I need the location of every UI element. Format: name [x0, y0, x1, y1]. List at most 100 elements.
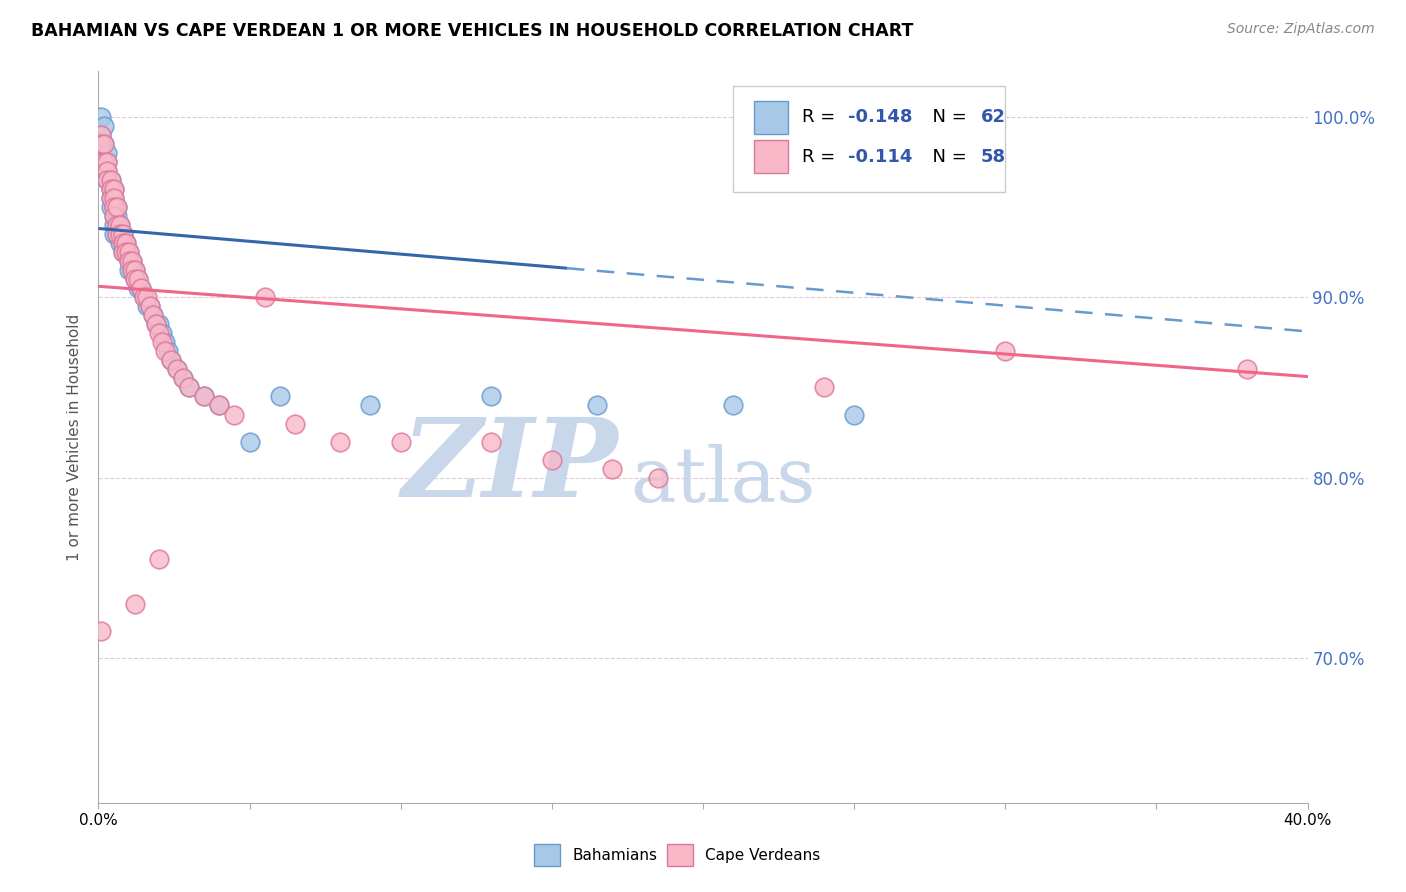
- Point: [90, 128, 112, 142]
- Point: [360, 399, 382, 413]
- Point: [145, 317, 167, 331]
- Point: [586, 399, 609, 413]
- Text: N =: N =: [921, 148, 972, 166]
- Text: Cape Verdeans: Cape Verdeans: [706, 848, 821, 863]
- Point: [129, 281, 152, 295]
- Point: [208, 399, 231, 413]
- Point: [150, 326, 173, 341]
- Point: [481, 389, 503, 403]
- Text: atlas: atlas: [630, 444, 815, 518]
- Point: [96, 172, 118, 186]
- Point: [100, 182, 122, 196]
- Point: [124, 272, 146, 286]
- Point: [111, 235, 134, 250]
- Y-axis label: 1 or more Vehicles in Household: 1 or more Vehicles in Household: [67, 313, 83, 561]
- Point: [142, 308, 165, 322]
- Point: [139, 299, 162, 313]
- Point: [253, 290, 276, 304]
- Point: [96, 145, 118, 160]
- Point: [105, 209, 128, 223]
- Point: [103, 191, 125, 205]
- Text: -0.148: -0.148: [848, 109, 912, 127]
- Text: R =: R =: [803, 109, 841, 127]
- Point: [121, 263, 143, 277]
- Point: [121, 254, 143, 268]
- Point: [193, 389, 215, 403]
- Point: [994, 344, 1017, 359]
- Point: [284, 417, 307, 431]
- Point: [127, 281, 149, 295]
- Point: [105, 200, 128, 214]
- Point: [540, 452, 562, 467]
- Point: [108, 227, 131, 241]
- FancyBboxPatch shape: [754, 101, 787, 134]
- Point: [103, 209, 125, 223]
- Point: [96, 163, 118, 178]
- Point: [239, 434, 262, 449]
- Point: [118, 244, 141, 259]
- Point: [166, 362, 188, 376]
- Text: Bahamians: Bahamians: [572, 848, 658, 863]
- Point: [142, 308, 165, 322]
- Point: [132, 290, 155, 304]
- Point: [135, 290, 157, 304]
- Point: [96, 163, 118, 178]
- Text: ZIP: ZIP: [402, 413, 619, 520]
- FancyBboxPatch shape: [754, 140, 787, 173]
- Point: [118, 263, 141, 277]
- FancyBboxPatch shape: [734, 86, 1005, 192]
- Point: [108, 235, 131, 250]
- Point: [121, 254, 143, 268]
- Point: [93, 136, 115, 151]
- Point: [723, 399, 745, 413]
- Point: [166, 362, 188, 376]
- Point: [103, 182, 125, 196]
- Point: [135, 299, 157, 313]
- Point: [129, 281, 152, 295]
- Point: [108, 218, 131, 232]
- Text: N =: N =: [921, 109, 972, 127]
- Point: [172, 371, 194, 385]
- Text: -0.114: -0.114: [848, 148, 912, 166]
- Point: [100, 191, 122, 205]
- Point: [96, 172, 118, 186]
- Point: [844, 408, 866, 422]
- Point: [148, 552, 170, 566]
- Point: [389, 434, 412, 449]
- Point: [103, 209, 125, 223]
- Text: R =: R =: [803, 148, 841, 166]
- Point: [105, 227, 128, 241]
- Point: [118, 244, 141, 259]
- Point: [100, 200, 122, 214]
- Point: [93, 136, 115, 151]
- Point: [224, 408, 246, 422]
- Point: [647, 471, 669, 485]
- Point: [105, 200, 128, 214]
- Point: [153, 344, 176, 359]
- Point: [105, 227, 128, 241]
- Point: [100, 191, 122, 205]
- Point: [602, 461, 624, 475]
- Point: [111, 244, 134, 259]
- Point: [93, 119, 115, 133]
- Point: [108, 218, 131, 232]
- Text: 58: 58: [981, 148, 1007, 166]
- Point: [103, 218, 125, 232]
- Point: [269, 389, 291, 403]
- Point: [127, 272, 149, 286]
- Point: [114, 244, 136, 259]
- Point: [121, 263, 143, 277]
- Point: [103, 191, 125, 205]
- Point: [90, 128, 112, 142]
- Point: [105, 218, 128, 232]
- Point: [124, 263, 146, 277]
- Point: [114, 235, 136, 250]
- Point: [100, 172, 122, 186]
- Point: [111, 227, 134, 241]
- Point: [156, 344, 179, 359]
- Point: [145, 317, 167, 331]
- Point: [1236, 362, 1258, 376]
- Point: [481, 434, 503, 449]
- Point: [114, 235, 136, 250]
- Point: [90, 624, 112, 639]
